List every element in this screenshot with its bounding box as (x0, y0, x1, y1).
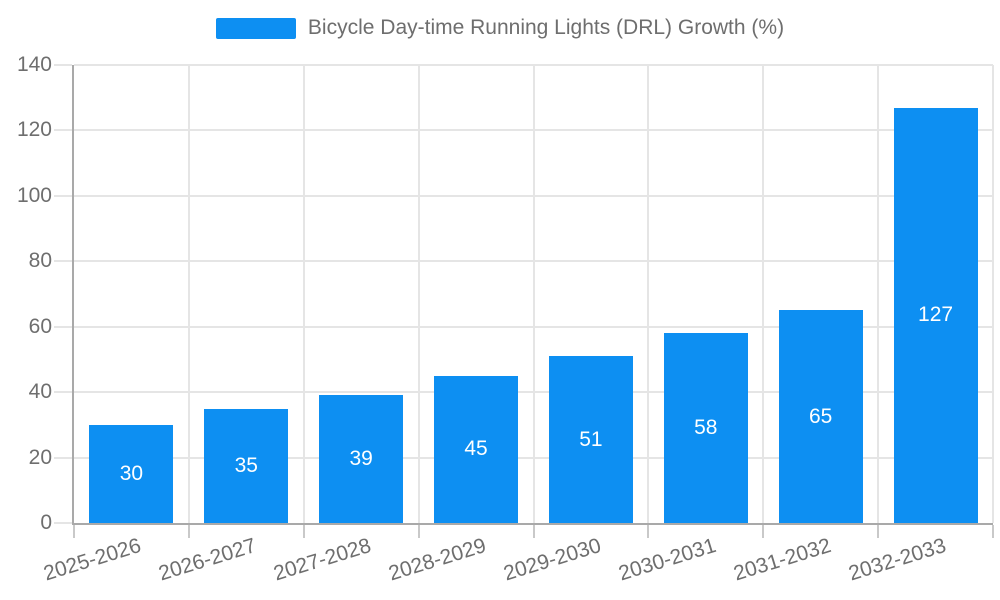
legend-label: Bicycle Day-time Running Lights (DRL) Gr… (307, 16, 785, 39)
legend-item[interactable]: Bicycle Day-time Running Lights (DRL) Gr… (0, 16, 1000, 40)
y-axis-tick-label: 120 (16, 118, 52, 142)
bar[interactable]: 45 (434, 375, 519, 523)
y-axis-tick-label: 140 (16, 53, 52, 76)
bar[interactable]: 58 (663, 333, 748, 523)
y-axis-tick (54, 260, 72, 263)
bar-value-label: 127 (918, 303, 954, 327)
y-axis-tick-label: 80 (28, 249, 52, 273)
bar-value-label: 30 (119, 461, 144, 485)
x-axis-tick (417, 525, 420, 538)
x-axis-tick (302, 525, 305, 538)
x-axis-tick (877, 525, 880, 538)
gridline-vertical (532, 65, 535, 523)
bar[interactable]: 51 (548, 356, 633, 523)
bar-value-label: 51 (579, 427, 603, 451)
bar[interactable]: 65 (778, 310, 863, 523)
bar[interactable]: 39 (319, 395, 404, 523)
bar[interactable]: 127 (893, 107, 978, 523)
gridline-vertical (762, 65, 765, 523)
y-axis-tick (54, 325, 72, 328)
x-axis-tick (73, 525, 75, 538)
y-axis-tick-label: 40 (28, 380, 52, 404)
y-axis-tick-label: 60 (28, 314, 52, 338)
gridline-vertical (187, 65, 190, 523)
y-axis-tick-label: 0 (40, 511, 52, 534)
bar[interactable]: 30 (89, 424, 174, 523)
gridline-vertical (877, 65, 880, 523)
gridline-vertical (647, 65, 650, 523)
y-axis-tick (54, 129, 72, 132)
x-axis-tick (532, 525, 535, 538)
y-axis-line (72, 65, 74, 525)
y-axis-tick (54, 391, 72, 394)
x-axis-tick (187, 525, 190, 538)
bar-value-label: 35 (234, 453, 258, 477)
y-axis-tick (54, 522, 72, 524)
gridline-vertical (992, 65, 994, 523)
y-axis-tick-label: 100 (16, 183, 52, 207)
bar[interactable]: 35 (204, 408, 289, 523)
x-axis-tick (762, 525, 765, 538)
x-axis-tick (647, 525, 650, 538)
plot-area: 0 20 40 60 80 100 120 140 30 2025-2026 35 2026-2027… (17, 53, 994, 585)
gridline-vertical (417, 65, 420, 523)
bar-value-label: 58 (694, 416, 718, 440)
bar-value-label: 65 (809, 404, 833, 428)
gridline-vertical (302, 65, 305, 523)
legend-swatch (215, 17, 296, 39)
x-axis-tick (992, 525, 994, 538)
x-axis-line (74, 523, 993, 525)
y-axis-tick-label: 20 (28, 445, 52, 469)
y-axis-tick (54, 456, 72, 459)
bar-value-label: 45 (464, 437, 488, 461)
bar-value-label: 39 (349, 447, 373, 471)
y-axis-tick (54, 194, 72, 197)
y-axis-tick (54, 64, 72, 66)
